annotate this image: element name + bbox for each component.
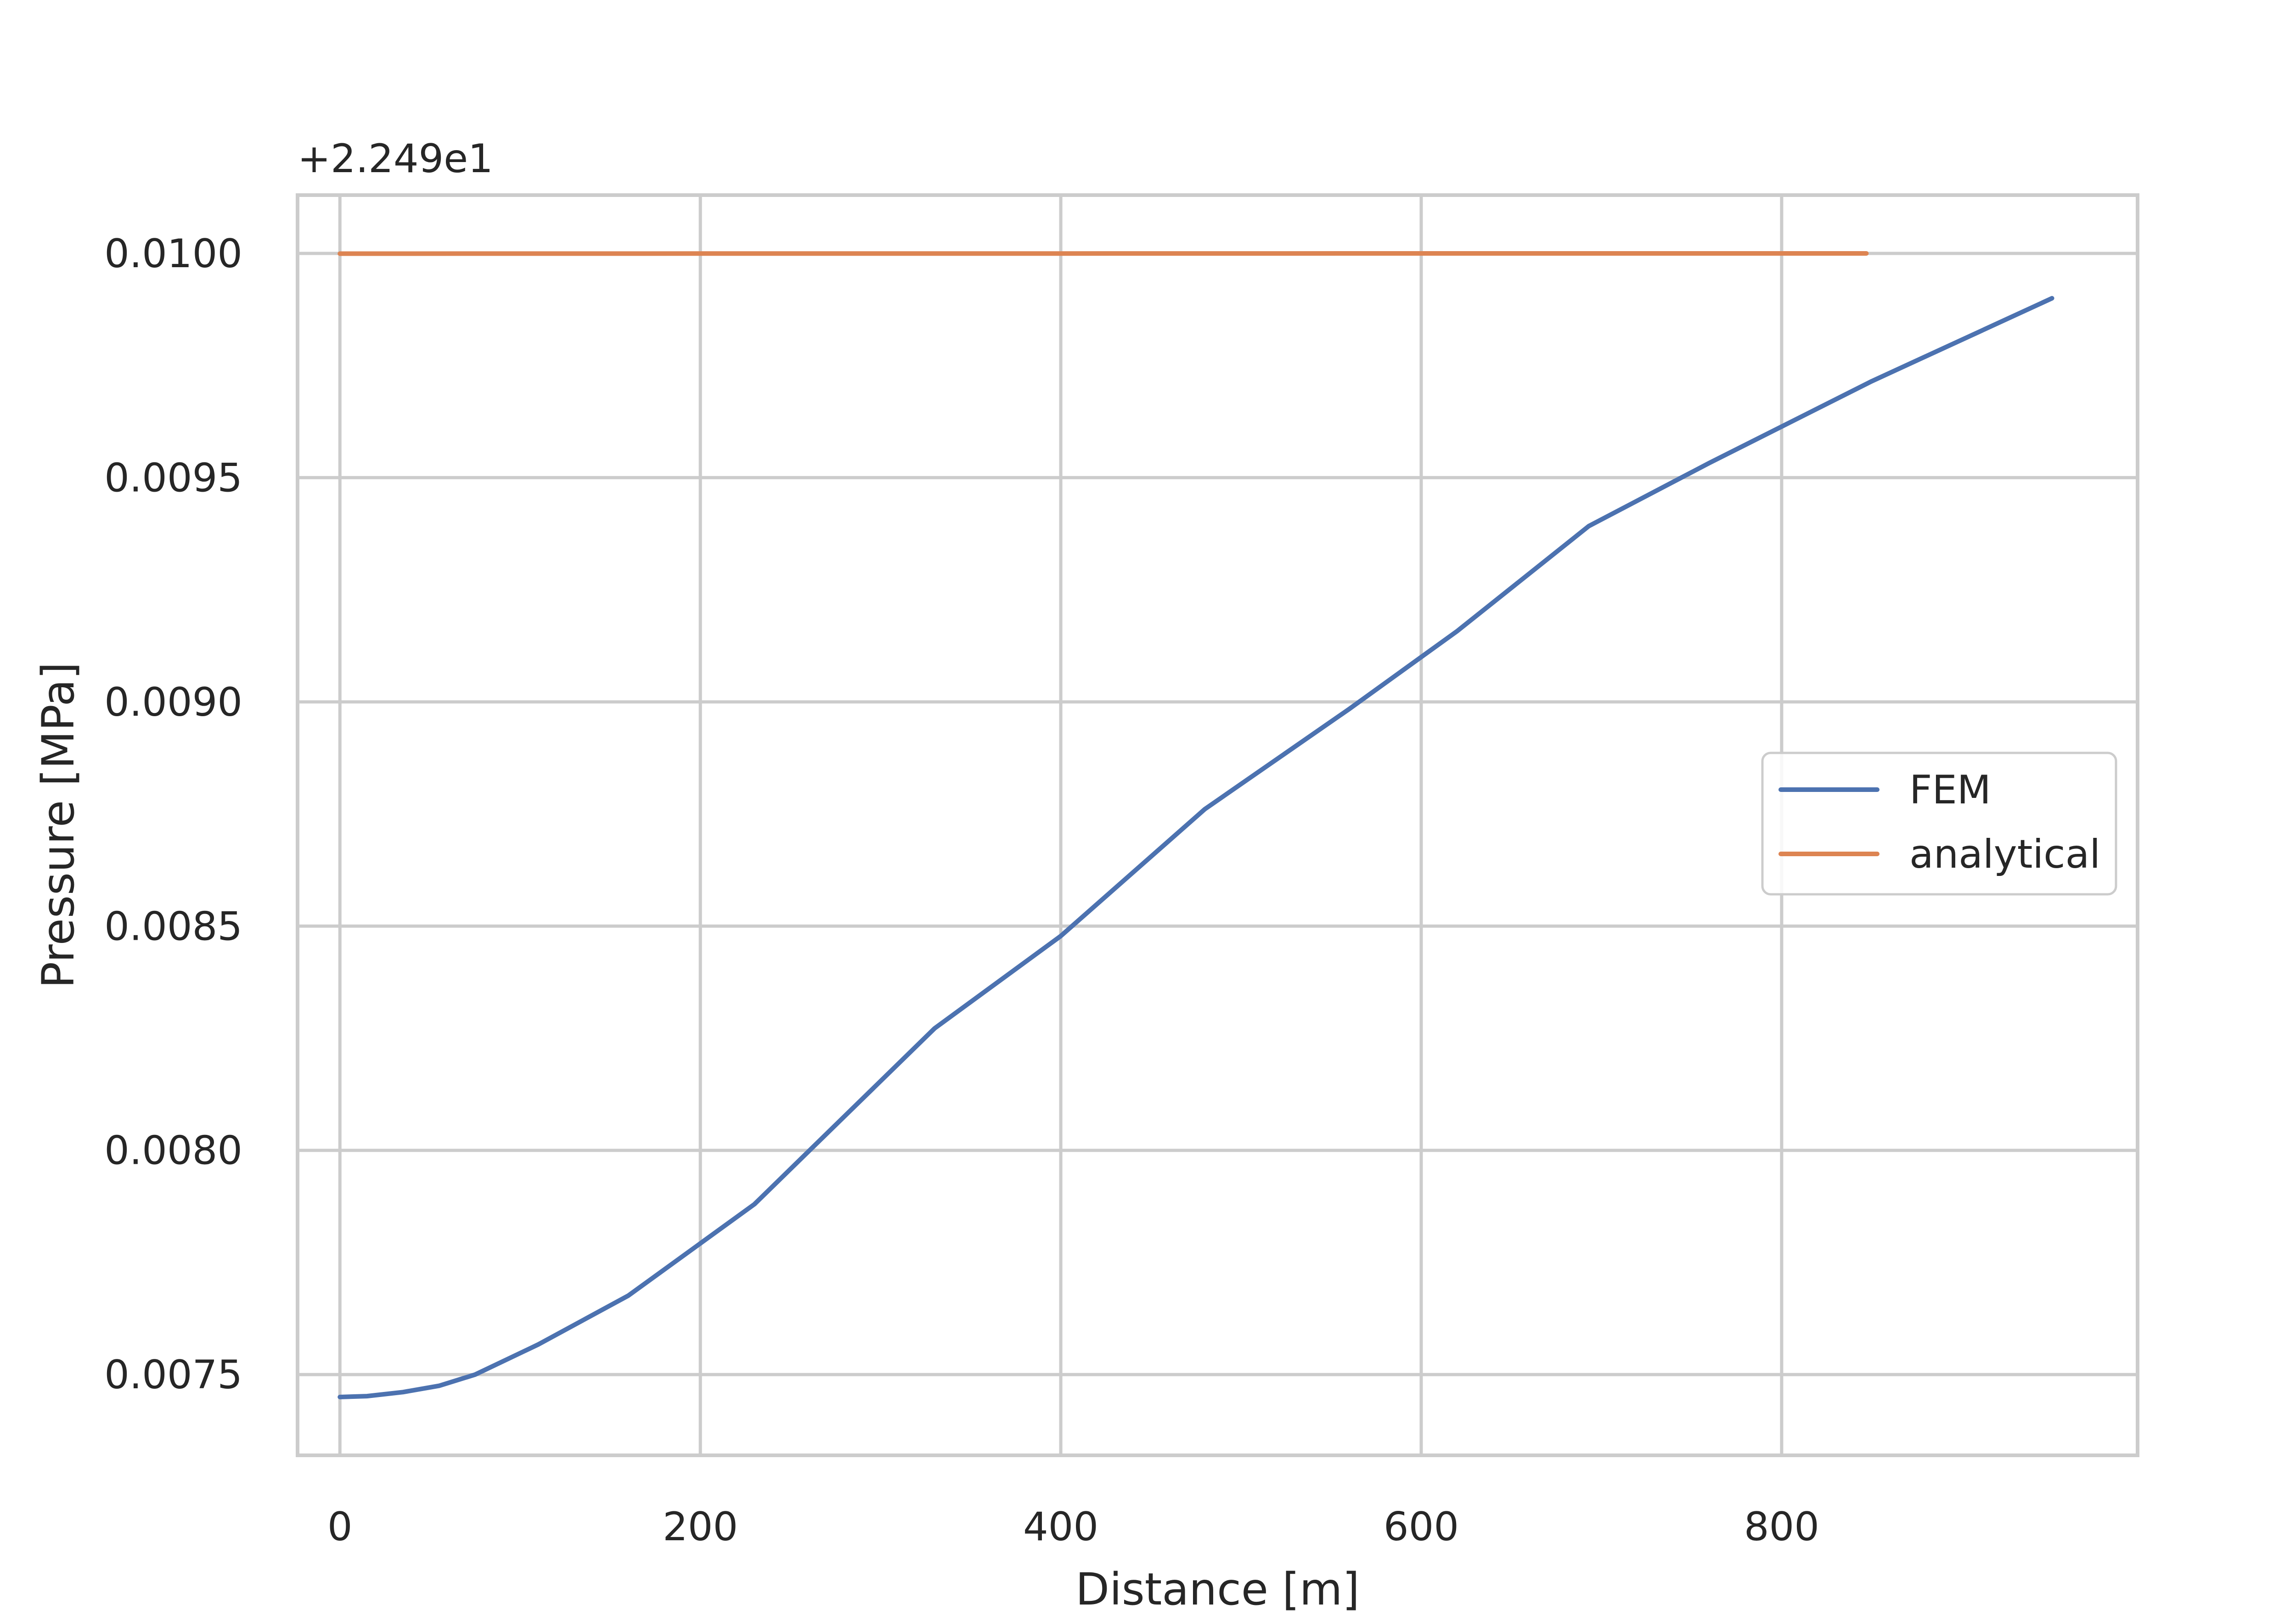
- series-line-fem: [338, 296, 2054, 1399]
- y-offset-label: +2.249e1: [298, 136, 493, 182]
- legend: FEM analytical: [1761, 752, 2117, 896]
- x-tick-label: 800: [1744, 1504, 1819, 1550]
- y-tick-label: 0.0095: [104, 455, 242, 501]
- y-tick-label: 0.0075: [104, 1352, 242, 1398]
- x-axis-label: Distance [m]: [1075, 1564, 1360, 1615]
- y-axis-label: Pressure [MPa]: [33, 662, 84, 988]
- series-line-analytical: [338, 251, 1869, 256]
- tick-labels: 0 200 400 600 800 0.0075 0.0080 0.0085 0.0090 0.0…: [104, 231, 1819, 1550]
- plot-frame: [296, 193, 2139, 1457]
- legend-label-analytical: analytical: [1909, 831, 2100, 877]
- legend-label-fem: FEM: [1909, 767, 1991, 813]
- y-tick-label: 0.0100: [104, 231, 242, 277]
- y-tick-label: 0.0085: [104, 903, 242, 949]
- x-tick-label: 400: [1023, 1504, 1098, 1550]
- series-lines: [338, 251, 2054, 1399]
- y-tick-label: 0.0080: [104, 1128, 242, 1174]
- x-tick-label: 200: [663, 1504, 738, 1550]
- x-tick-label: 600: [1384, 1504, 1459, 1550]
- y-tick-label: 0.0090: [104, 679, 242, 725]
- x-tick-label: 0: [327, 1504, 353, 1550]
